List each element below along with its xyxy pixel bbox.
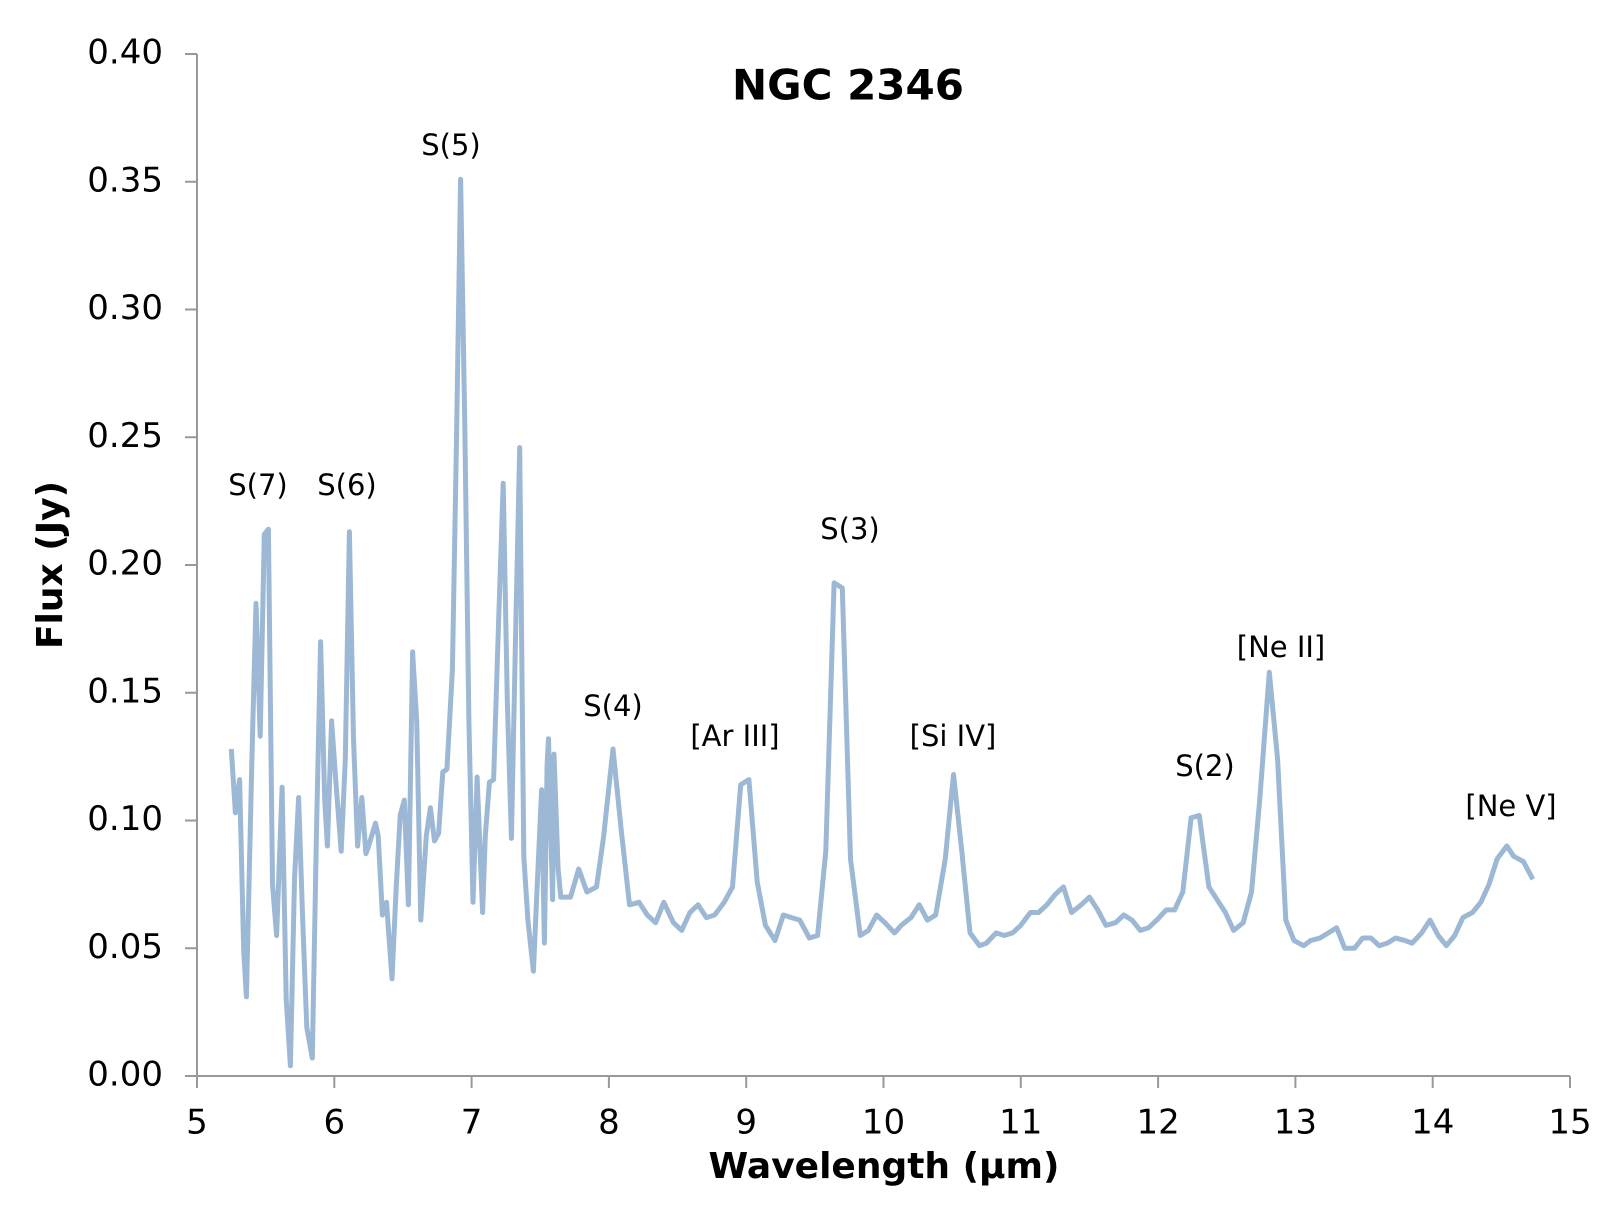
y-tick-label: 0.35 bbox=[87, 160, 163, 200]
chart-title: NGC 2346 bbox=[732, 61, 964, 110]
y-tick-label: 0.30 bbox=[87, 288, 163, 328]
line-annotation: [Si IV] bbox=[910, 719, 997, 753]
spectrum-line bbox=[228, 176, 1536, 1069]
x-tick-label: 11 bbox=[999, 1103, 1042, 1143]
y-axis-label: Flux (Jy) bbox=[30, 481, 71, 649]
y-tick-label: 0.00 bbox=[87, 1055, 163, 1095]
x-axis-label: Wavelength (μm) bbox=[708, 1146, 1059, 1187]
y-tick-label: 0.20 bbox=[87, 544, 163, 584]
x-tick-label: 10 bbox=[862, 1103, 905, 1143]
y-tick-label: 0.15 bbox=[87, 671, 163, 711]
line-annotation: S(2) bbox=[1175, 749, 1235, 783]
y-tick-label: 0.05 bbox=[87, 927, 163, 967]
x-tick-label: 9 bbox=[735, 1103, 757, 1143]
line-annotation: S(6) bbox=[317, 468, 377, 502]
line-annotation: S(5) bbox=[421, 128, 481, 162]
y-tick-label: 0.25 bbox=[87, 416, 163, 456]
line-annotation: [Ne II] bbox=[1237, 630, 1326, 664]
y-tick-label: 0.10 bbox=[87, 799, 163, 839]
x-tick-label: 8 bbox=[598, 1103, 620, 1143]
x-tick-label: 6 bbox=[323, 1103, 345, 1143]
x-tick-label: 15 bbox=[1548, 1103, 1591, 1143]
line-annotation: [Ne V] bbox=[1465, 789, 1556, 823]
x-tick-label: 5 bbox=[186, 1103, 208, 1143]
x-tick-label: 7 bbox=[461, 1103, 483, 1143]
x-tick-label: 14 bbox=[1411, 1103, 1454, 1143]
line-annotation: S(4) bbox=[583, 689, 643, 723]
line-annotation: S(7) bbox=[228, 468, 288, 502]
x-tick-label: 13 bbox=[1274, 1103, 1317, 1143]
line-annotation: S(3) bbox=[820, 512, 880, 546]
x-tick-label: 12 bbox=[1136, 1103, 1179, 1143]
line-annotation: [Ar III] bbox=[690, 719, 779, 753]
y-tick-label: 0.40 bbox=[87, 33, 163, 73]
